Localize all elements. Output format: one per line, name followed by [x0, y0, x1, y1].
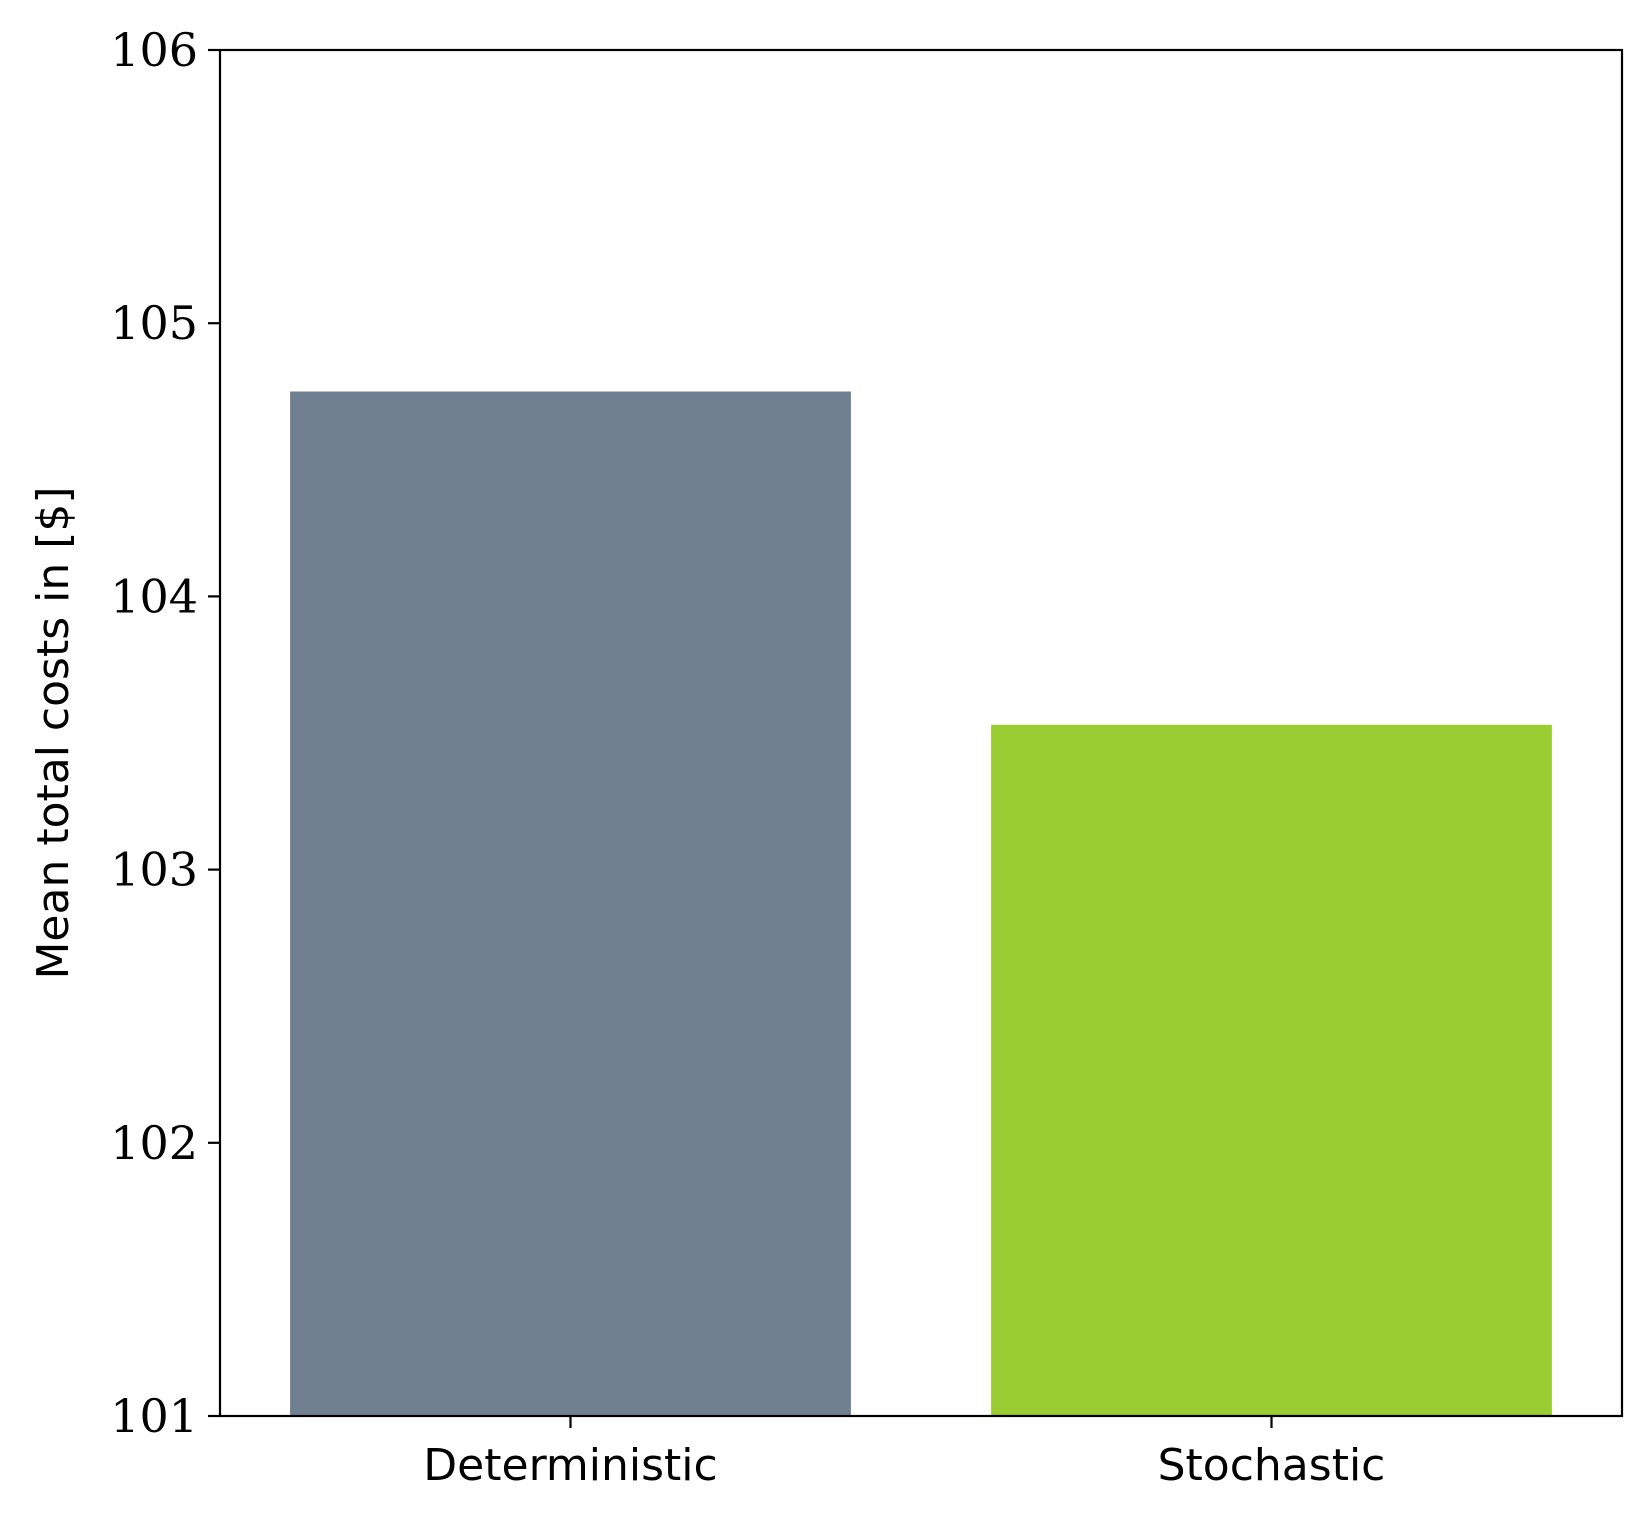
bar-deterministic [290, 391, 851, 1416]
y-tick-label: 103 [110, 843, 198, 897]
bar-stochastic [991, 724, 1552, 1416]
plot-frame [218, 48, 1624, 1418]
x-axis: Deterministic Stochastic [423, 1416, 1385, 1491]
y-tick-label: 105 [110, 296, 198, 350]
x-tick-label: Deterministic [423, 1440, 717, 1491]
y-tick-label: 101 [110, 1389, 198, 1443]
y-axis-label: Mean total costs in [$] [28, 486, 79, 979]
bars-layer [290, 391, 1552, 1416]
y-axis: 101 102 103 104 105 106 [110, 23, 220, 1443]
y-tick-label: 106 [110, 23, 198, 77]
x-tick-label: Stochastic [1158, 1440, 1386, 1491]
y-tick-label: 102 [110, 1116, 198, 1170]
y-tick-label: 104 [110, 569, 198, 623]
